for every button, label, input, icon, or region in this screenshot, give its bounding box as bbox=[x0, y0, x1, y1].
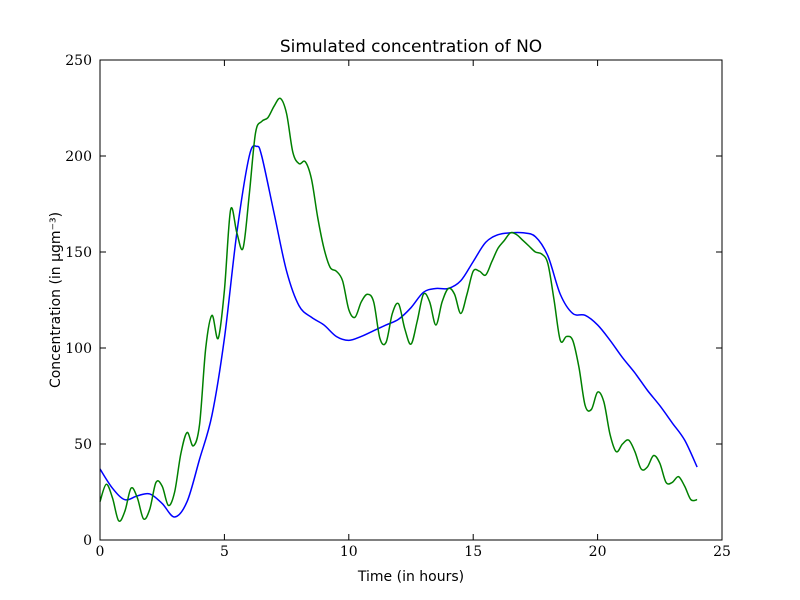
y-tick-label: 200 bbox=[65, 149, 92, 165]
x-tick-label: 5 bbox=[220, 544, 229, 560]
y-tick-label: 150 bbox=[65, 245, 92, 261]
x-axis-label: Time (in hours) bbox=[357, 569, 464, 585]
plot-area bbox=[99, 97, 698, 523]
y-tick-label: 250 bbox=[65, 53, 92, 69]
y-axis-label: Concentration (in μgm⁻³) bbox=[48, 212, 64, 388]
x-tick-label: 25 bbox=[713, 544, 731, 560]
x-tick-label: 20 bbox=[589, 544, 607, 560]
y-tick-label: 0 bbox=[83, 533, 92, 549]
line-series bbox=[99, 144, 698, 518]
x-tick-label: 10 bbox=[340, 544, 358, 560]
x-tick-label: 15 bbox=[464, 544, 482, 560]
chart-title: Simulated concentration of NO bbox=[280, 37, 542, 57]
axes-frame bbox=[99, 59, 723, 541]
y-tick-label: 100 bbox=[65, 341, 92, 357]
x-tick-label: 0 bbox=[96, 544, 105, 560]
line-series bbox=[99, 97, 698, 523]
y-tick-label: 50 bbox=[74, 437, 92, 453]
